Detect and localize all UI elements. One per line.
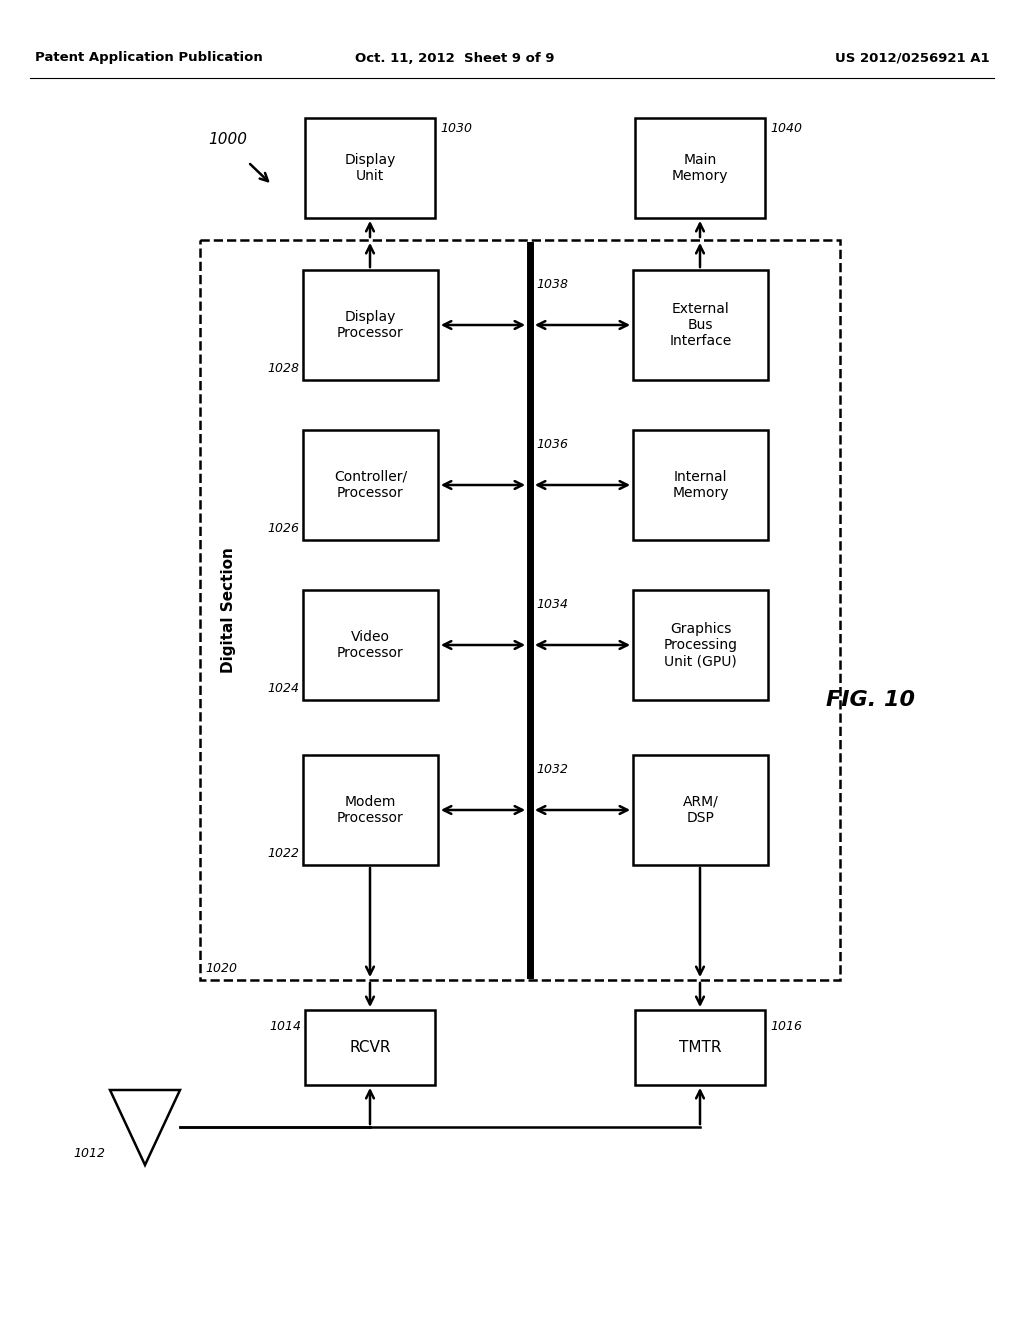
Text: US 2012/0256921 A1: US 2012/0256921 A1 — [836, 51, 990, 65]
Bar — [305, 1010, 435, 1085]
Text: Display
Processor: Display Processor — [337, 310, 403, 341]
Bar — [633, 755, 768, 865]
Text: 1036: 1036 — [536, 438, 568, 451]
Text: 1030: 1030 — [440, 121, 472, 135]
Text: Internal
Memory: Internal Memory — [672, 470, 729, 500]
Text: External
Bus
Interface: External Bus Interface — [670, 302, 731, 348]
Text: 1022: 1022 — [267, 847, 299, 861]
Text: Oct. 11, 2012  Sheet 9 of 9: Oct. 11, 2012 Sheet 9 of 9 — [355, 51, 555, 65]
Text: Modem
Processor: Modem Processor — [337, 795, 403, 825]
Text: 1040: 1040 — [770, 121, 802, 135]
Bar — [305, 117, 435, 218]
Bar — [633, 590, 768, 700]
Bar — [635, 117, 765, 218]
Text: 1000: 1000 — [209, 132, 248, 148]
Text: Graphics
Processing
Unit (GPU): Graphics Processing Unit (GPU) — [664, 622, 737, 668]
Text: RCVR: RCVR — [349, 1040, 391, 1055]
Text: TMTR: TMTR — [679, 1040, 721, 1055]
Text: Main
Memory: Main Memory — [672, 153, 728, 183]
Text: 1012: 1012 — [73, 1147, 105, 1160]
Bar — [633, 430, 768, 540]
Text: 1016: 1016 — [770, 1020, 802, 1034]
Bar — [200, 240, 840, 979]
Text: Display
Unit: Display Unit — [344, 153, 395, 183]
Bar — [303, 755, 438, 865]
Text: 1024: 1024 — [267, 682, 299, 696]
Text: Patent Application Publication: Patent Application Publication — [35, 51, 263, 65]
Text: 1026: 1026 — [267, 521, 299, 535]
Text: Controller/
Processor: Controller/ Processor — [334, 470, 408, 500]
Text: Video
Processor: Video Processor — [337, 630, 403, 660]
Bar — [633, 271, 768, 380]
Bar — [635, 1010, 765, 1085]
Text: 1038: 1038 — [536, 279, 568, 290]
Text: Digital Section: Digital Section — [220, 546, 236, 673]
Bar — [303, 590, 438, 700]
Text: 1034: 1034 — [536, 598, 568, 611]
Bar — [303, 430, 438, 540]
Bar — [303, 271, 438, 380]
Text: ARM/
DSP: ARM/ DSP — [683, 795, 719, 825]
Text: 1028: 1028 — [267, 362, 299, 375]
Text: FIG. 10: FIG. 10 — [825, 690, 914, 710]
Text: 1032: 1032 — [536, 763, 568, 776]
Text: 1020: 1020 — [205, 962, 237, 975]
Text: 1014: 1014 — [269, 1020, 301, 1034]
